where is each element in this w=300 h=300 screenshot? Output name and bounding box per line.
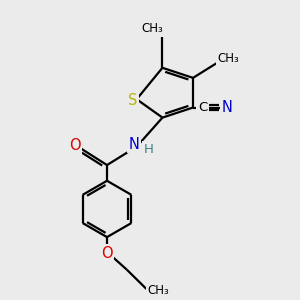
Text: N: N: [129, 137, 140, 152]
Text: O: O: [69, 138, 81, 153]
Text: H: H: [144, 143, 154, 156]
Text: CH₃: CH₃: [218, 52, 239, 65]
Text: N: N: [222, 100, 232, 115]
Text: S: S: [128, 93, 138, 108]
Text: C: C: [198, 101, 207, 114]
Text: CH₃: CH₃: [141, 22, 163, 35]
Text: CH₃: CH₃: [147, 284, 169, 297]
Text: O: O: [101, 246, 113, 261]
